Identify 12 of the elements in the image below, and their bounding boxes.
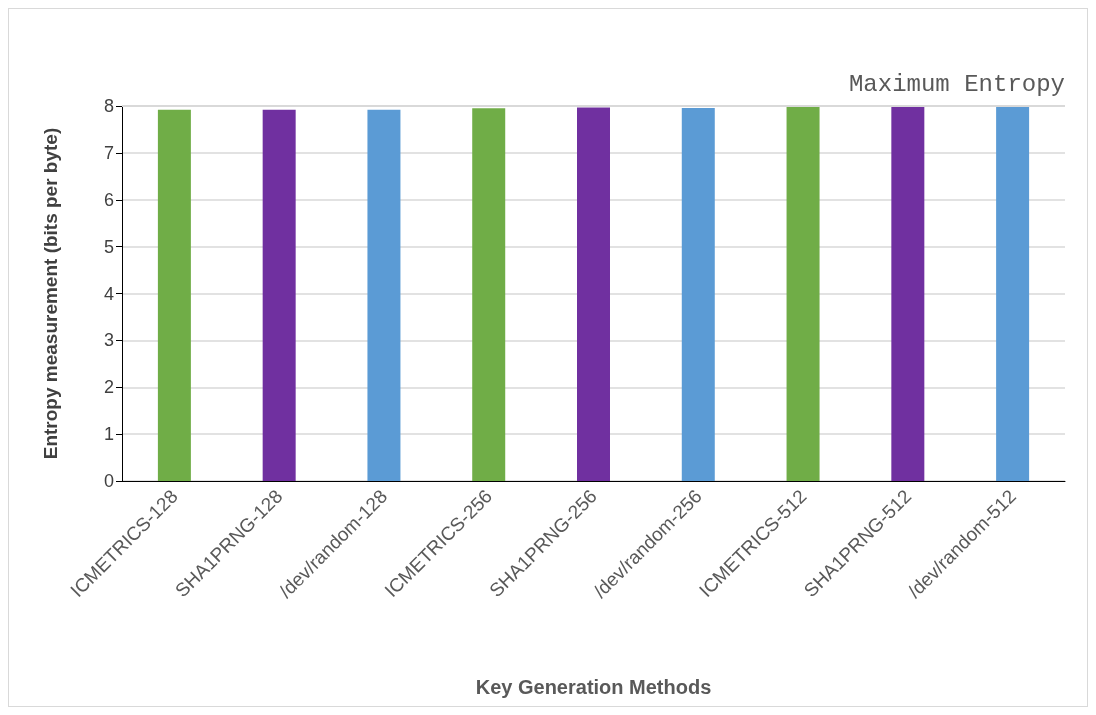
y-tick-label: 5 [103, 236, 114, 257]
y-tick-label: 6 [103, 189, 114, 210]
y-tick-label: 7 [103, 142, 114, 163]
x-axis-title: Key Generation Methods [475, 676, 712, 698]
y-tick-label: 4 [103, 283, 114, 304]
y-tick-label: 3 [103, 330, 114, 351]
y-tick-label: 2 [103, 377, 114, 398]
y-axis-title: Entropy measurement (bits per byte) [40, 127, 61, 460]
ref-line-label: Maximum Entropy [848, 70, 1065, 98]
y-tick-label: 8 [103, 96, 114, 116]
y-tick-label: 1 [103, 424, 114, 445]
y-tick-label: 0 [103, 471, 114, 491]
